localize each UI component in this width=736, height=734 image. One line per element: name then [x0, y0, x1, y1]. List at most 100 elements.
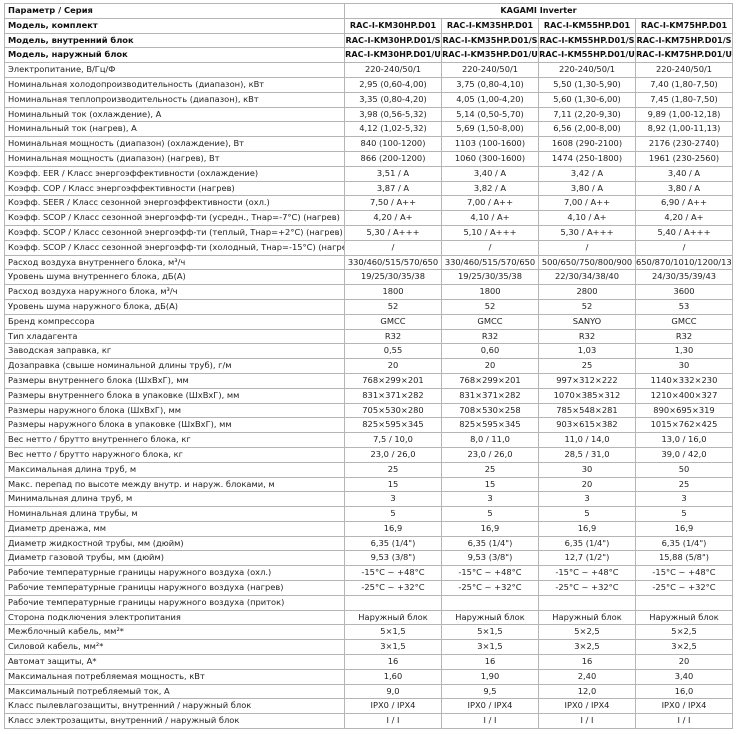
value-cell: / — [441, 239, 539, 256]
row-label: Номинальная холодопроизводительность (ди… — [4, 76, 345, 93]
table-body: Параметр / Серия KAGAMI Inverter Модель,… — [4, 3, 734, 730]
table-row: Диаметр жидкостной трубы, мм (дюйм) 6,35 … — [4, 535, 734, 552]
value-cell: -15°C ~ +48°C — [538, 565, 636, 582]
table-row: Номинальная теплопроизводительность (диа… — [4, 91, 734, 108]
value-cell: 25 — [441, 461, 539, 478]
table-row: Уровень шума внутреннего блока, дБ(А) 19/… — [4, 269, 734, 286]
value-cell — [344, 594, 442, 611]
value-cell: 1015×762×425 — [634, 417, 734, 434]
table-row: Размеры внутреннего блока (ШхВхГ), мм 768… — [4, 372, 734, 389]
row-label: Уровень шума внутреннего блока, дБ(А) — [4, 269, 345, 286]
row-label: Размеры наружного блока в упаковке (ШхВх… — [4, 417, 345, 434]
value-cell: 330/460/515/570/650 — [344, 254, 442, 271]
value-cell: 831×371×282 — [441, 387, 539, 404]
value-cell: -15°C ~ +48°C — [441, 565, 539, 582]
value-cell: -25°C ~ +32°C — [344, 580, 442, 596]
value-cell: 15 — [441, 476, 539, 493]
header-cell: Параметр / Серия — [4, 3, 345, 19]
value-cell: IPX0 / IPX4 — [344, 698, 442, 715]
value-cell: 13,0 / 16,0 — [634, 432, 734, 448]
value-cell: RAC-I-KM75HP.D01/S — [634, 32, 734, 49]
value-cell: R32 — [634, 328, 734, 345]
value-cell: 3,35 (0,80-4,20) — [344, 91, 442, 108]
table-row: Уровень шума наружного блока, дБ(А) 52 52 5… — [4, 298, 734, 315]
value-cell: 16 — [441, 654, 539, 670]
row-label: Номинальная теплопроизводительность (диа… — [4, 91, 345, 108]
value-cell: 3×1,5 — [441, 639, 539, 656]
value-cell: Наружный блок — [634, 609, 734, 626]
table-row: Класс пылевлагозащиты, внутренний / нару… — [4, 698, 734, 715]
value-cell: 5×2,5 — [634, 624, 734, 641]
value-cell: 5 — [344, 506, 442, 522]
value-cell: 5,14 (0,50-5,70) — [441, 106, 539, 123]
value-cell: 6,56 (2,00-8,00) — [538, 121, 636, 138]
value-cell: 5 — [634, 506, 734, 522]
row-label: Максимальный потребляемый ток, А — [4, 683, 345, 700]
row-label: Диаметр жидкостной трубы, мм (дюйм) — [4, 535, 345, 552]
table-row: Бренд компрессора GMCC GMCC SANYO GMCC — [4, 313, 734, 330]
value-cell: 50 — [634, 461, 734, 478]
table-row: Расход воздуха внутреннего блока, м³/ч 33… — [4, 254, 734, 271]
row-label: Коэфф. EER / Класс энергоэффективности (… — [4, 165, 345, 182]
value-cell: I / I — [344, 713, 442, 730]
value-cell: 5,40 / A+++ — [634, 224, 734, 241]
table-row: Диаметр газовой трубы, мм (дюйм) 9,53 (3/… — [4, 550, 734, 567]
row-label: Коэфф. SCOP / Класс сезонной энергоэфф-т… — [4, 239, 345, 256]
row-label: Модель, комплект — [4, 17, 345, 34]
row-label: Расход воздуха внутреннего блока, м³/ч — [4, 254, 345, 271]
value-cell: 53 — [634, 298, 734, 315]
row-label: Номинальный ток (охлаждение), А — [4, 106, 345, 123]
value-cell: 39,0 / 42,0 — [634, 446, 734, 463]
value-cell: 220-240/50/1 — [441, 62, 539, 78]
value-cell: I / I — [634, 713, 734, 730]
value-cell: 25 — [538, 358, 636, 374]
value-cell: 1,03 — [538, 343, 636, 360]
value-cell: 12,7 (1/2") — [538, 550, 636, 567]
value-cell: Наружный блок — [538, 609, 636, 626]
value-cell: 3×2,5 — [538, 639, 636, 656]
value-cell: RAC-I-KM35HP.D01 — [441, 17, 539, 34]
table-row: Номинальный ток (охлаждение), А 3,98 (0,5… — [4, 106, 734, 123]
value-cell: RAC-I-KM35HP.D01/U — [441, 47, 539, 64]
value-cell: 20 — [441, 358, 539, 374]
value-cell: 28,5 / 31,0 — [538, 446, 636, 463]
value-cell: GMCC — [344, 313, 442, 330]
value-cell: 1961 (230-2560) — [634, 150, 734, 167]
row-label: Заводская заправка, кг — [4, 343, 345, 360]
row-label: Сторона подключения электропитания — [4, 609, 345, 626]
value-cell: 7,40 (1,80-7,50) — [634, 76, 734, 93]
value-cell: 5×2,5 — [538, 624, 636, 641]
value-cell: 7,5 / 10,0 — [344, 432, 442, 448]
value-cell: R32 — [344, 328, 442, 345]
header-row: Параметр / Серия KAGAMI Inverter — [4, 3, 734, 19]
table-row: Электропитание, В/Гц/Ф 220-240/50/1 220-24… — [4, 62, 734, 78]
row-label: Уровень шума наружного блока, дБ(А) — [4, 298, 345, 315]
row-label: Расход воздуха наружного блока, м³/ч — [4, 284, 345, 300]
value-cell: 4,12 (1,02-5,32) — [344, 121, 442, 138]
row-label: Размеры наружного блока (ШхВхГ), мм — [4, 402, 345, 419]
value-cell: I / I — [441, 713, 539, 730]
value-cell: / — [538, 239, 636, 256]
value-cell: 1070×385×312 — [538, 387, 636, 404]
value-cell: 5×1,5 — [344, 624, 442, 641]
table-row: Вес нетто / брутто внутреннего блока, кг… — [4, 432, 734, 448]
value-cell: / — [634, 239, 734, 256]
value-cell: 16,9 — [634, 520, 734, 537]
value-cell: 1,30 — [634, 343, 734, 360]
value-cell: 3,51 / A — [344, 165, 442, 182]
table-row: Коэфф. COP / Класс энергоэффективности (… — [4, 180, 734, 197]
value-cell: 3,40 — [634, 668, 734, 685]
value-cell: 52 — [538, 298, 636, 315]
table-row: Номинальный ток (нагрев), А 4,12 (1,02-5,… — [4, 121, 734, 138]
value-cell: 20 — [344, 358, 442, 374]
value-cell: Наружный блок — [441, 609, 539, 626]
table-row: Силовой кабель, мм²* 3×1,5 3×1,5 3×2,5 3×2,5 — [4, 639, 734, 656]
value-cell: 903×615×382 — [538, 417, 636, 434]
table-row: Класс электрозащиты, внутренний / наружн… — [4, 713, 734, 730]
value-cell: 3600 — [634, 284, 734, 300]
value-cell: 30 — [538, 461, 636, 478]
value-cell: -25°C ~ +32°C — [538, 580, 636, 596]
value-cell: 220-240/50/1 — [538, 62, 636, 78]
